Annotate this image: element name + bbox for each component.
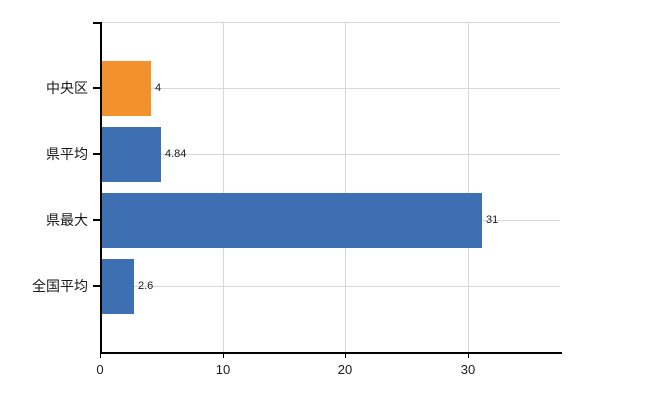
category-tick bbox=[93, 219, 100, 221]
y-gridline bbox=[100, 286, 560, 287]
y-axis-top-tick bbox=[93, 22, 100, 24]
y-gridline bbox=[100, 88, 560, 89]
x-axis-tick bbox=[468, 354, 469, 358]
x-gridline bbox=[345, 22, 346, 352]
x-axis-tick bbox=[223, 354, 224, 358]
category-label: 県最大 bbox=[46, 212, 88, 228]
bar-value-label: 31 bbox=[486, 214, 499, 226]
bar-3 bbox=[102, 259, 134, 314]
x-tick-label: 20 bbox=[337, 362, 353, 377]
x-tick-label: 10 bbox=[215, 362, 231, 377]
x-tick-label: 0 bbox=[96, 362, 104, 377]
category-tick bbox=[93, 285, 100, 287]
x-gridline bbox=[223, 22, 224, 352]
x-tick-label: 30 bbox=[460, 362, 476, 377]
y-axis-line bbox=[100, 22, 102, 352]
category-label: 県平均 bbox=[46, 146, 88, 162]
x-axis-tick bbox=[345, 354, 346, 358]
bar-value-label: 4.84 bbox=[165, 148, 187, 160]
plot-top-border bbox=[100, 22, 560, 23]
category-label: 中央区 bbox=[46, 80, 88, 96]
x-gridline bbox=[468, 22, 469, 352]
category-label: 全国平均 bbox=[32, 278, 88, 294]
bar-value-label: 2.6 bbox=[138, 280, 154, 292]
bar-1 bbox=[102, 127, 161, 182]
category-tick bbox=[93, 87, 100, 89]
category-tick bbox=[93, 153, 100, 155]
x-axis-line bbox=[100, 352, 562, 354]
y-gridline bbox=[100, 154, 560, 155]
x-axis-tick bbox=[100, 354, 101, 358]
bar-0 bbox=[102, 61, 151, 116]
bar-2 bbox=[102, 193, 482, 248]
bar-value-label: 4 bbox=[155, 82, 162, 94]
